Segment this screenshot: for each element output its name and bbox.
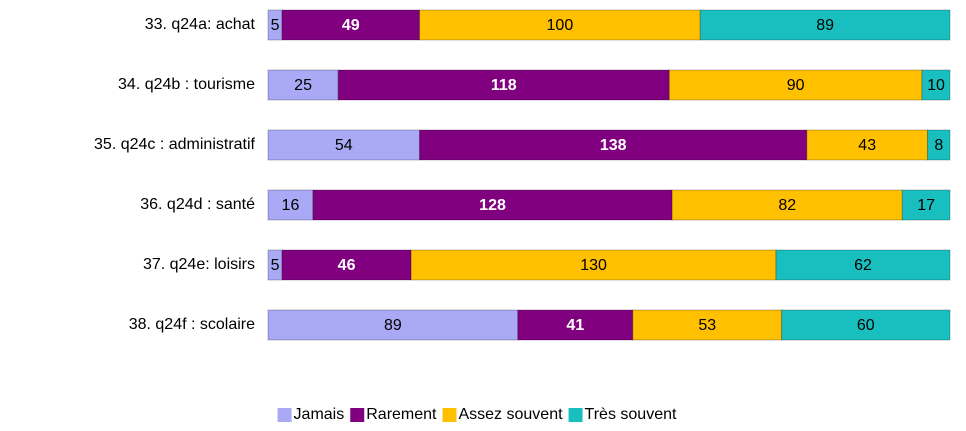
data-label: 90 (787, 77, 805, 94)
data-label: 118 (491, 77, 517, 94)
bar-segment (699, 9, 951, 41)
data-label: 54 (335, 137, 353, 154)
legend-swatch (568, 408, 583, 422)
data-label: 17 (917, 197, 935, 214)
data-label: 5 (271, 17, 280, 34)
bar-segment (671, 189, 903, 221)
bar-segment (419, 129, 808, 161)
bar-segment (419, 9, 701, 41)
legend-label: Jamais (294, 406, 345, 423)
legend-swatch (350, 408, 365, 422)
data-label: 25 (294, 77, 312, 94)
data-label: 62 (854, 257, 872, 274)
bar-segment (927, 129, 951, 161)
bar-segment (901, 189, 951, 221)
category-label: 38. q24f : scolaire (129, 316, 255, 333)
bar-segment (267, 129, 421, 161)
bar-segment (806, 129, 929, 161)
data-label: 43 (858, 137, 876, 154)
bar-segment (775, 249, 951, 281)
legend-swatch (277, 408, 292, 422)
category-label: 36. q24d : santé (140, 196, 255, 213)
category-label: 34. q24b : tourisme (118, 76, 255, 93)
data-label: 46 (338, 257, 356, 274)
data-label: 128 (479, 197, 506, 214)
data-label: 138 (600, 137, 627, 154)
data-label: 100 (547, 17, 574, 34)
legend-label: Rarement (366, 406, 437, 423)
bar-segment (312, 189, 673, 221)
data-label: 53 (698, 317, 716, 334)
bar-segment (281, 9, 421, 41)
category-label: 35. q24c : administratif (94, 136, 256, 153)
bar-segment (410, 249, 777, 281)
bar-segment (267, 309, 519, 341)
bar-segment (517, 309, 634, 341)
bar-segment (267, 69, 339, 101)
legend-label: Assez souvent (458, 406, 563, 423)
data-label: 130 (580, 257, 607, 274)
bar-segment (281, 249, 412, 281)
legend-swatch (442, 408, 457, 422)
data-label: 10 (927, 77, 945, 94)
data-label: 82 (778, 197, 796, 214)
category-label: 33. q24a: achat (145, 16, 256, 33)
data-label: 5 (271, 257, 280, 274)
bar-segment (668, 69, 923, 101)
data-label: 49 (342, 17, 360, 34)
bar-segment (781, 309, 951, 341)
bar-segment (267, 189, 314, 221)
data-label: 89 (384, 317, 402, 334)
data-label: 8 (934, 137, 943, 154)
data-label: 16 (282, 197, 300, 214)
legend-label: Très souvent (585, 406, 677, 423)
data-label: 60 (857, 317, 875, 334)
category-label: 37. q24e: loisirs (143, 256, 255, 273)
data-label: 41 (566, 317, 584, 334)
data-label: 89 (816, 17, 834, 34)
bar-segment (921, 69, 951, 101)
bar-segment (337, 69, 670, 101)
